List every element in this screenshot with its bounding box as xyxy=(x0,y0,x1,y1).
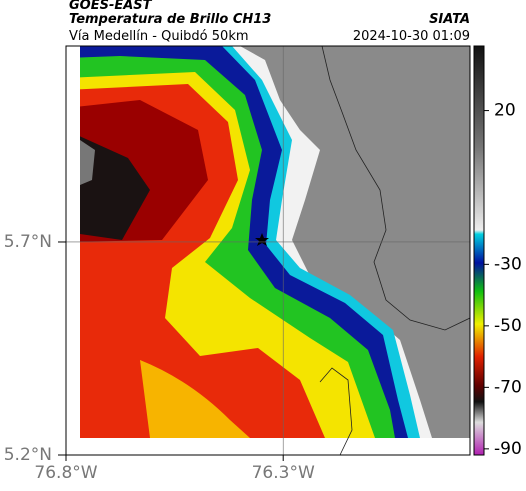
product: Temperatura de Brillo CH13 xyxy=(69,12,271,27)
lon-tick-label: 76.3°W xyxy=(252,463,315,483)
colorbar-tick-label: 20 xyxy=(494,101,516,121)
timestamp: 2024-10-30 01:09 xyxy=(353,29,470,44)
map-frame xyxy=(65,45,471,456)
colorbar-tick-label: -90 xyxy=(494,439,522,459)
region: Vía Medellín - Quibdó 50km xyxy=(69,29,249,44)
satellite: GOES-EAST xyxy=(69,0,153,13)
colorbar-tick-label: -30 xyxy=(494,254,522,274)
colorbar-tick-label: -50 xyxy=(494,316,522,336)
colorbar xyxy=(473,45,485,456)
satellite-image xyxy=(66,46,470,455)
lat-tick-label: 5.2°N xyxy=(4,445,52,465)
colorbar-tick-label: -70 xyxy=(494,377,522,397)
lon-tick-label: 76.8°W xyxy=(34,463,97,483)
lat-tick-label: 5.7°N xyxy=(4,232,52,252)
source: SIATA xyxy=(429,12,470,27)
